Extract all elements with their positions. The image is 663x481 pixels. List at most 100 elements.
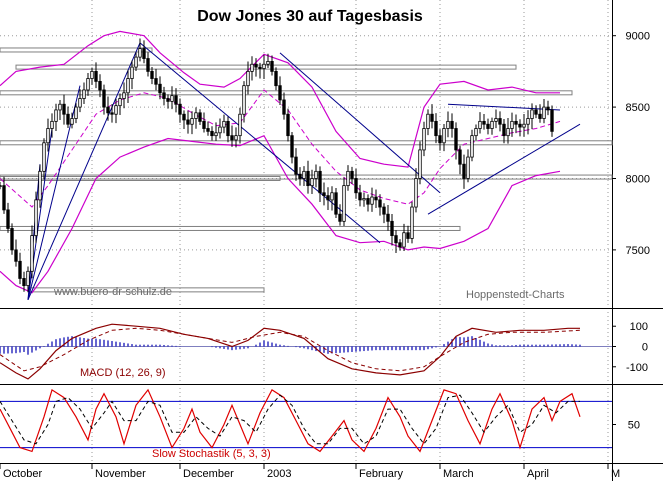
price-candle (26, 266, 30, 293)
price-candle (114, 98, 118, 124)
candle-body (278, 85, 282, 101)
price-candle (178, 98, 182, 123)
price-candle (330, 186, 334, 211)
candle-body (414, 178, 418, 208)
price-candle (418, 141, 422, 185)
price-candle (270, 55, 274, 76)
candle-body (110, 112, 114, 115)
watermark-right: Hoppenstedt-Charts (466, 289, 565, 301)
candle-body (246, 70, 250, 87)
price-candle (498, 111, 502, 132)
candle-body (470, 135, 474, 158)
price-candle (550, 105, 554, 137)
candle-body (450, 120, 454, 129)
candle-body (338, 213, 342, 222)
candle-body (222, 120, 226, 128)
candle-body (102, 89, 106, 108)
candle-body (482, 120, 486, 125)
price-candle (34, 191, 38, 244)
candle-body (46, 128, 50, 144)
price-candle (326, 187, 330, 211)
month-label: 2003 (267, 468, 291, 480)
candle-body (194, 112, 198, 119)
candle-body (90, 70, 94, 79)
candle-body (174, 95, 178, 105)
price-candle (318, 166, 322, 203)
candle-body (22, 278, 26, 286)
price-candle (350, 166, 354, 185)
price-candle (402, 223, 406, 252)
candle-body (290, 135, 294, 158)
candle-body (346, 170, 350, 187)
candle-body (118, 98, 122, 107)
candle-body (138, 48, 142, 58)
price-candle (374, 189, 378, 209)
candle-body (354, 178, 358, 194)
price-candle (186, 110, 190, 134)
candle-body (378, 199, 382, 208)
candle-body (82, 89, 86, 99)
price-candle (146, 52, 150, 77)
price-candle (386, 205, 390, 231)
price-candle (46, 118, 50, 152)
candle-body (126, 78, 130, 94)
price-candle (354, 168, 358, 199)
stochastic-d-line (0, 394, 580, 445)
price-candle (342, 177, 346, 227)
price-candle (398, 239, 402, 251)
price-tick-label: 7500 (626, 245, 650, 257)
candle-body (546, 106, 550, 111)
price-candle (338, 204, 342, 226)
month-label: October (3, 468, 42, 480)
price-candle (246, 61, 250, 95)
candle-body (30, 235, 34, 272)
candle-body (38, 170, 42, 201)
macd-tick-label: 100 (630, 321, 648, 333)
price-candle (78, 89, 82, 113)
axis-layer: 7500 8000 8500 9000 100 0 -100 50 October Novembe… (0, 31, 650, 480)
candle-body (518, 123, 522, 128)
price-candle (406, 225, 410, 243)
macd-label: MACD (12, 26, 9) (80, 367, 166, 379)
candle-body (218, 126, 222, 134)
price-candle (494, 109, 498, 129)
price-candle (370, 187, 374, 212)
trend-line (27, 164, 41, 300)
candle-body (70, 118, 74, 125)
candle-body (198, 112, 202, 122)
price-candle (54, 103, 58, 131)
candle-body (498, 118, 502, 125)
candle-body (186, 119, 190, 125)
watermark-left: www.buero-dr-schulz.de (53, 286, 172, 298)
candle-body (142, 48, 146, 59)
candle-body (94, 70, 98, 82)
candle-body (270, 61, 274, 72)
price-candle (546, 100, 550, 116)
price-candle (470, 129, 474, 162)
candle-body (86, 78, 90, 91)
stochastic-k-line (0, 388, 581, 453)
candle-body (302, 170, 306, 179)
price-candle (286, 108, 290, 142)
candle-body (322, 192, 326, 197)
price-candle (134, 52, 138, 71)
price-candle (222, 114, 226, 134)
price-candle (138, 38, 142, 62)
price-candle (238, 107, 242, 144)
price-candle (458, 145, 462, 175)
candle-body (490, 120, 494, 129)
price-candle (434, 113, 438, 144)
candle-body (58, 103, 62, 111)
price-candle (194, 107, 198, 129)
trend-line (27, 42, 141, 301)
price-candle (202, 112, 206, 133)
trend-line (447, 103, 561, 111)
trend-line (279, 52, 441, 194)
price-candle (422, 121, 426, 157)
candle-body (438, 135, 442, 144)
price-panel (0, 30, 613, 301)
price-candle (154, 68, 158, 91)
price-candle (442, 123, 446, 152)
